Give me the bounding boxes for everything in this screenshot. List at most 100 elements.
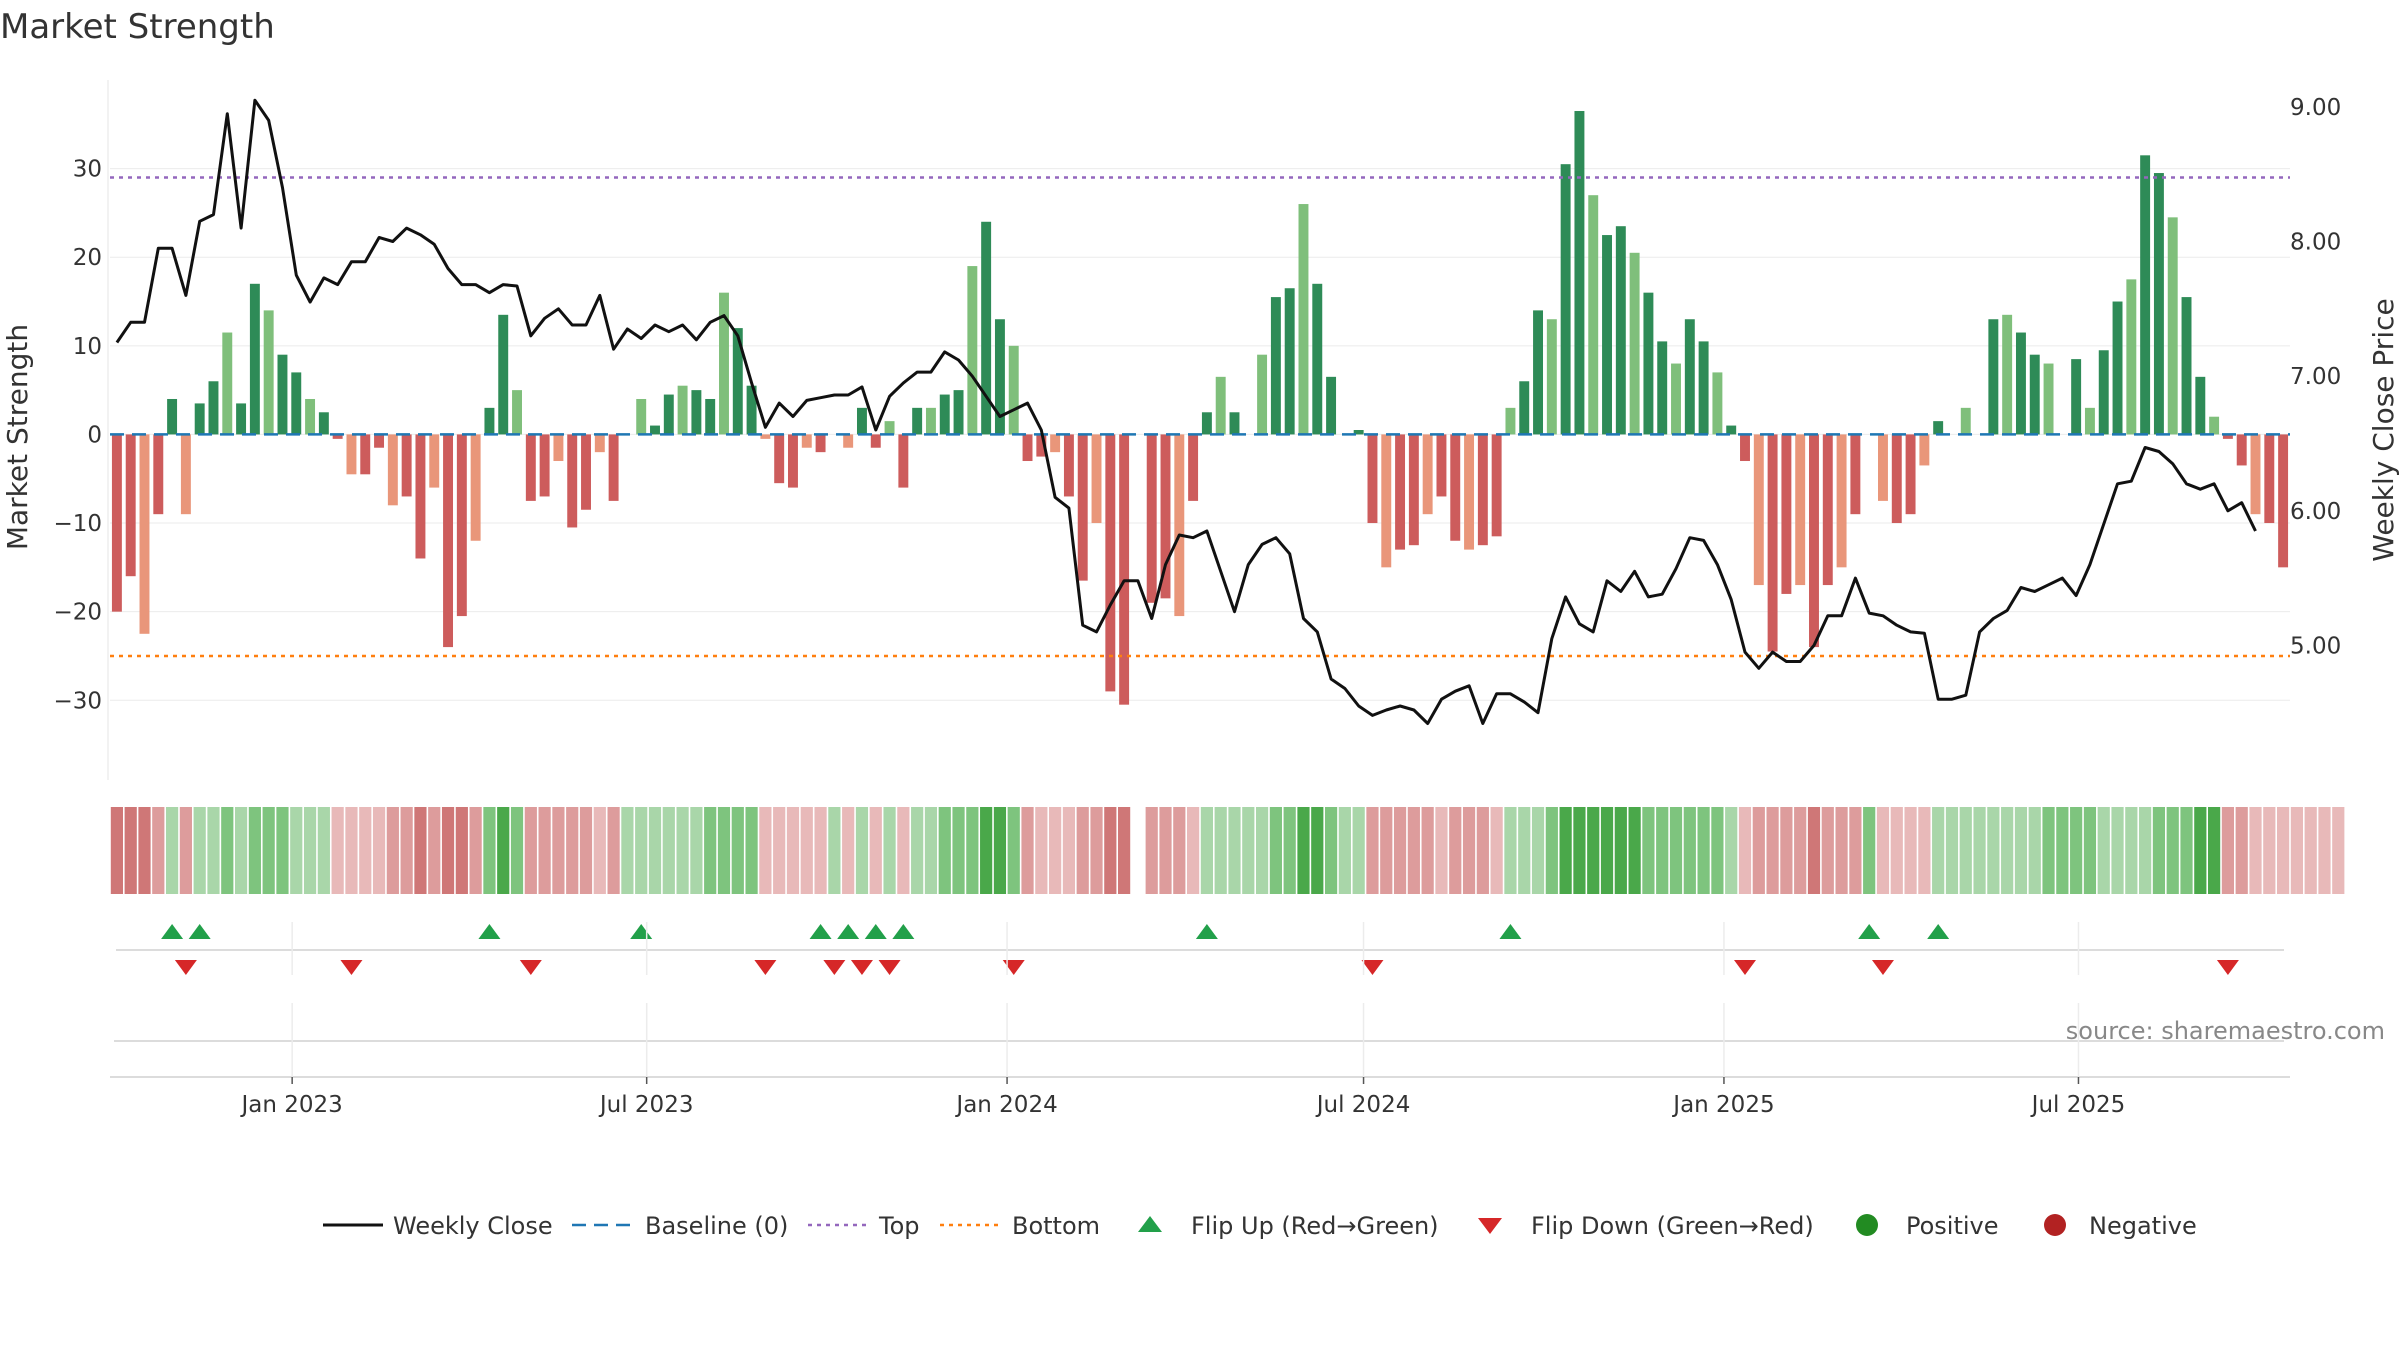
- regime-cell: [579, 807, 593, 894]
- legend-swatch-triangle-up: [1138, 1216, 1162, 1232]
- regime-cell: [1711, 807, 1724, 894]
- legend-label: Top: [878, 1212, 920, 1240]
- strength-bar: [1850, 434, 1861, 515]
- regime-cell: [966, 807, 979, 894]
- weekly-close-line: [115, 98, 2257, 725]
- regime-cell: [1338, 807, 1351, 894]
- regime-cell: [1407, 807, 1420, 894]
- strength-bar: [415, 434, 426, 559]
- strength-bar: [194, 403, 205, 435]
- regime-cell: [1918, 807, 1931, 894]
- regime-cell: [372, 807, 386, 894]
- regime-cell: [2208, 807, 2221, 894]
- regime-cell: [621, 807, 634, 894]
- regime-cell: [786, 807, 800, 894]
- strength-bar: [125, 434, 136, 577]
- regime-cell: [1090, 807, 1103, 894]
- regime-cell: [262, 807, 275, 894]
- regime-cell: [1642, 807, 1655, 894]
- regime-cell: [731, 807, 744, 894]
- regime-cell: [2111, 807, 2124, 894]
- regime-cell: [1007, 807, 1020, 894]
- strength-bar: [1201, 412, 1212, 435]
- source-note: source: sharemaestro.com: [2066, 1017, 2385, 1045]
- strength-bar: [774, 434, 785, 484]
- y-tick-label: 10: [73, 334, 102, 360]
- strength-bar: [2029, 354, 2040, 435]
- legend-label: Negative: [2089, 1212, 2197, 1240]
- strength-bar: [1684, 319, 1695, 435]
- strength-bar: [401, 434, 412, 497]
- regime-cell: [1421, 807, 1434, 894]
- strength-bar: [291, 372, 302, 435]
- regime-cell: [773, 807, 786, 894]
- strength-bar: [567, 434, 578, 528]
- regime-cell: [1118, 807, 1131, 894]
- flip-down-marker: [754, 960, 777, 975]
- regime-cell: [635, 807, 648, 894]
- regime-cell: [1794, 807, 1807, 894]
- regime-cell: [1932, 807, 1945, 894]
- regime-cell: [2125, 807, 2138, 894]
- strength-bar: [180, 434, 191, 515]
- y-axis-left-label: Market Strength: [1, 324, 34, 550]
- strength-bar: [1615, 226, 1626, 435]
- regime-cell: [2028, 807, 2041, 894]
- regime-cell: [938, 807, 951, 894]
- strength-bar: [1905, 434, 1916, 515]
- strength-bar: [139, 434, 150, 634]
- y-right-tick-label: 6.00: [2290, 499, 2341, 525]
- legend-item: Negative: [2044, 1212, 2197, 1240]
- strength-bar: [1229, 412, 1240, 435]
- strength-bar: [2084, 407, 2095, 435]
- strength-bar: [1629, 252, 1640, 435]
- strength-bar: [305, 398, 316, 435]
- regime-cell: [759, 807, 772, 894]
- strength-bar: [1781, 434, 1792, 594]
- legend-item: Top: [808, 1212, 920, 1240]
- regime-cell: [2139, 807, 2152, 894]
- legend-label: Weekly Close: [393, 1212, 553, 1240]
- regime-cell: [869, 807, 882, 894]
- flip-markers: [114, 924, 2284, 1042]
- strength-bar: [277, 354, 288, 435]
- strength-bar: [2236, 434, 2247, 466]
- strength-bar: [1160, 434, 1171, 599]
- strength-bar: [1215, 376, 1226, 435]
- strength-bar: [1464, 434, 1475, 550]
- strength-bar: [484, 407, 495, 435]
- regime-cell: [566, 807, 579, 894]
- y-tick-label: −10: [53, 511, 102, 537]
- x-tick-label: Jul 2024: [1315, 1092, 1411, 1118]
- regime-cell: [1021, 807, 1034, 894]
- regime-cell: [1600, 807, 1614, 894]
- regime-cell: [110, 807, 123, 894]
- legend-label: Bottom: [1012, 1212, 1100, 1240]
- strength-bar: [581, 434, 591, 510]
- strength-bar: [746, 385, 757, 435]
- strength-bar: [2222, 434, 2233, 439]
- strength-bar: [2140, 155, 2151, 435]
- legend: Weekly Close Baseline (0) Top Bottom Flip Up…: [323, 1212, 2197, 1240]
- strength-bar: [470, 434, 481, 541]
- regime-cell: [2263, 807, 2276, 894]
- regime-cell: [1863, 807, 1876, 894]
- strength-bar: [208, 381, 219, 435]
- regime-cell: [1904, 807, 1917, 894]
- regime-cell: [897, 807, 910, 894]
- strength-bar: [1546, 319, 1557, 435]
- regime-cell: [1959, 807, 1972, 894]
- x-tick-label: Jul 2023: [598, 1092, 694, 1118]
- regime-cell: [1752, 807, 1765, 894]
- strength-bar: [1671, 363, 1681, 435]
- regime-cell: [1683, 807, 1696, 894]
- legend-item: Baseline (0): [572, 1212, 788, 1240]
- regime-cell: [359, 807, 372, 894]
- strength-bar: [2015, 332, 2026, 435]
- legend-swatch-triangle-down: [1478, 1218, 1502, 1234]
- strength-bar: [360, 434, 371, 475]
- strength-bar: [2112, 301, 2123, 435]
- regime-cell: [386, 807, 399, 894]
- legend-item: Positive: [1856, 1212, 1999, 1240]
- regime-cell: [855, 807, 869, 894]
